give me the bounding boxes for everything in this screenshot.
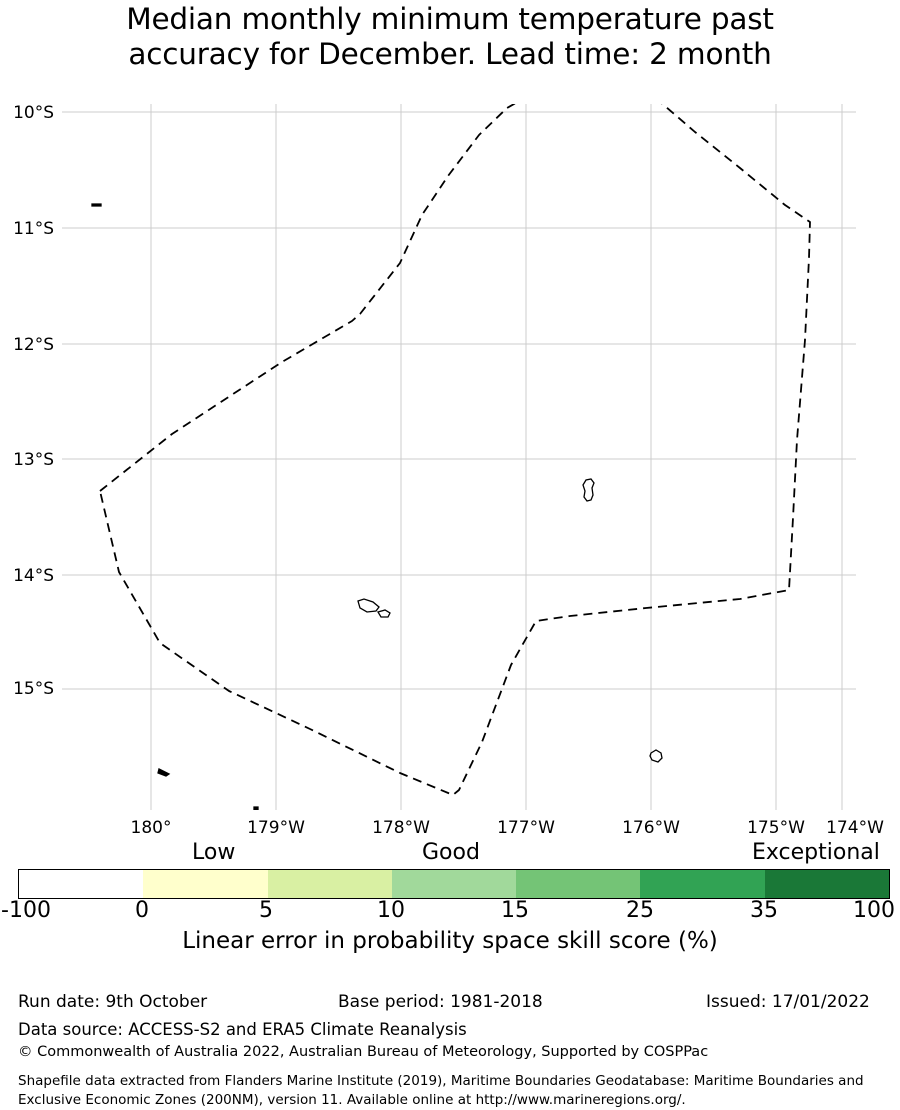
map-canvas[interactable] xyxy=(62,104,856,810)
island-central-icon xyxy=(582,478,595,502)
island-southwest-east-icon xyxy=(377,609,391,618)
x-axis-tick-label: 177°W xyxy=(497,818,555,838)
colorbar-segment-10-to-15 xyxy=(391,870,517,898)
colorbar-segment-5-to-10 xyxy=(267,870,392,898)
y-axis-tick-label: 14°S xyxy=(13,566,54,586)
colorbar-tick-label: 35 xyxy=(750,898,778,923)
x-axis-tick-label: 175°W xyxy=(747,818,805,838)
skill-score-colorbar[interactable] xyxy=(18,869,890,899)
title-line-1: Median monthly minimum temperature past xyxy=(126,2,774,36)
island-south-edge-icon xyxy=(253,806,259,810)
colorbar-category-low: Low xyxy=(192,840,236,865)
y-axis-tick-label: 15°S xyxy=(13,679,54,699)
tiny-island-north-icon xyxy=(91,203,102,207)
footer: Run date: 9th October Base period: 1981-… xyxy=(0,980,900,1108)
footer-base-period: Base period: 1981-2018 xyxy=(338,992,543,1012)
longitude-gridlines xyxy=(150,104,843,810)
y-axis-tick-label: 13°S xyxy=(13,450,54,470)
x-axis-tick-label: 174°W xyxy=(826,818,884,838)
colorbar-tick-label: 5 xyxy=(259,898,273,923)
y-axis-tick-label: 11°S xyxy=(13,219,54,239)
colorbar-tick-label: -100 xyxy=(1,898,51,923)
island-southwest-west-icon xyxy=(357,598,380,613)
footer-shapefile-note: Shapefile data extracted from Flanders M… xyxy=(18,1073,864,1108)
colorbar-tick-label: 15 xyxy=(501,898,529,923)
colorbar-axis-label: Linear error in probability space skill … xyxy=(182,928,718,954)
x-axis-tick-label: 178°W xyxy=(372,818,430,838)
y-axis-tick-label: 10°S xyxy=(13,103,54,123)
colorbar-segment-25-to-35 xyxy=(640,870,765,898)
title-line-2: accuracy for December. Lead time: 2 mont… xyxy=(128,37,772,71)
colorbar-tick-label: 0 xyxy=(135,898,149,923)
footer-issued: Issued: 17/01/2022 xyxy=(706,992,870,1012)
latitude-gridlines xyxy=(62,111,856,690)
colorbar-segment-35-to-100 xyxy=(764,870,889,898)
x-axis-tick-label: 180° xyxy=(130,818,172,838)
island-outlines xyxy=(91,203,663,810)
x-axis-tick-label: 176°W xyxy=(622,818,680,838)
footer-copyright: © Commonwealth of Australia 2022, Austra… xyxy=(18,1044,709,1060)
y-axis-tick-label: 12°S xyxy=(13,335,54,355)
colorbar-tick-label: 100 xyxy=(853,898,895,923)
colorbar-category-good: Good xyxy=(422,840,480,865)
island-south-speck-icon xyxy=(157,768,171,777)
colorbar-tick-label: 10 xyxy=(377,898,405,923)
colorbar-category-exceptional: Exceptional xyxy=(752,840,880,865)
page-title: Median monthly minimum temperature past … xyxy=(0,0,900,72)
colorbar-segment-15-to-25 xyxy=(516,870,641,898)
colorbar-tick-label: 25 xyxy=(626,898,654,923)
footer-run-date: Run date: 9th October xyxy=(18,992,208,1012)
island-southeast-icon xyxy=(649,749,663,763)
footer-meta-row: Run date: 9th October Base period: 1981-… xyxy=(0,980,900,1012)
map-plot-area[interactable] xyxy=(62,104,856,810)
footer-data-source: Data source: ACCESS-S2 and ERA5 Climate … xyxy=(18,1020,467,1039)
colorbar-segment-0-to-5 xyxy=(143,870,268,898)
colorbar-segment-neg100-to-0 xyxy=(19,870,144,898)
eez-boundary-polygon xyxy=(99,104,811,796)
x-axis-tick-label: 179°W xyxy=(247,818,305,838)
